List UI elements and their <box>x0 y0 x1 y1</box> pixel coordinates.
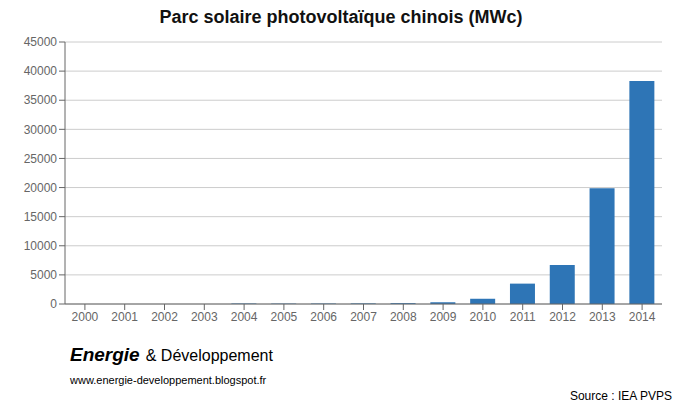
svg-text:2002: 2002 <box>151 310 178 324</box>
svg-text:2003: 2003 <box>191 310 218 324</box>
svg-text:2008: 2008 <box>390 310 417 324</box>
svg-text:2000: 2000 <box>72 310 99 324</box>
svg-text:40000: 40000 <box>24 64 58 78</box>
svg-text:2005: 2005 <box>271 310 298 324</box>
svg-text:30000: 30000 <box>24 123 58 137</box>
svg-text:15000: 15000 <box>24 210 58 224</box>
svg-text:2004: 2004 <box>231 310 258 324</box>
svg-text:2006: 2006 <box>310 310 337 324</box>
svg-text:10000: 10000 <box>24 239 58 253</box>
svg-text:2009: 2009 <box>430 310 457 324</box>
svg-text:45000: 45000 <box>24 35 58 49</box>
svg-text:2011: 2011 <box>510 310 536 324</box>
html-text:Energie & Développement: Energie & Développement <box>70 344 273 365</box>
svg-text:25000: 25000 <box>24 152 58 166</box>
svg-text:2007: 2007 <box>350 310 377 324</box>
html-text:www.energie-developpement.blog: www.energie-developpement.blogspot.fr <box>70 374 267 386</box>
html-text:Source : IEA PVPS: Source : IEA PVPS <box>569 389 672 403</box>
svg-text:2001: 2001 <box>111 310 138 324</box>
svg-text:2013: 2013 <box>589 310 616 324</box>
svg-text:20000: 20000 <box>24 181 58 195</box>
svg-text:2012: 2012 <box>549 310 576 324</box>
svg-text:2014: 2014 <box>629 310 656 324</box>
html-text:Parc solaire photovoltaïque ch: Parc solaire photovoltaïque chinois (MWc… <box>159 7 523 27</box>
svg-text:2010: 2010 <box>470 310 497 324</box>
svg-text:5000: 5000 <box>30 268 57 282</box>
svg-text:35000: 35000 <box>24 93 58 107</box>
svg-text:0: 0 <box>50 297 57 311</box>
